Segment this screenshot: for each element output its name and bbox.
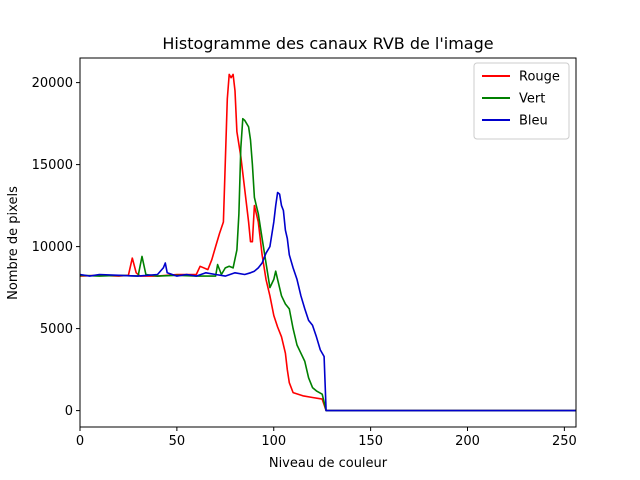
x-tick-label: 0	[76, 434, 84, 449]
legend: Rouge Vert Bleu	[473, 62, 570, 140]
y-axis-title: Nombre de pixels	[6, 186, 21, 300]
x-tick-label: 50	[169, 434, 186, 449]
plot-area: 0 50 100 150 200 250 0 5000 10000 15000 20000	[32, 57, 577, 449]
y-tick-label: 10000	[32, 240, 73, 255]
x-tick-label: 200	[455, 434, 480, 449]
y-tick-label: 20000	[32, 76, 73, 91]
legend-label-bleu: Bleu	[519, 114, 548, 129]
legend-label-vert: Vert	[519, 92, 545, 107]
plot-frame	[79, 57, 577, 428]
series-line-bleu	[79, 191, 576, 412]
y-tick-label: 15000	[32, 158, 73, 173]
x-tick-label: 250	[552, 434, 577, 449]
x-tick-label: 100	[261, 434, 286, 449]
y-tick-label: 0	[65, 404, 73, 419]
chart-title: Histogramme des canaux RVB de l'image	[162, 34, 493, 53]
series-line-vert	[79, 117, 576, 412]
x-tick-label: 150	[358, 434, 383, 449]
y-tick-label: 5000	[40, 322, 73, 337]
legend-label-rouge: Rouge	[519, 70, 560, 85]
x-axis-title: Niveau de couleur	[269, 456, 388, 471]
